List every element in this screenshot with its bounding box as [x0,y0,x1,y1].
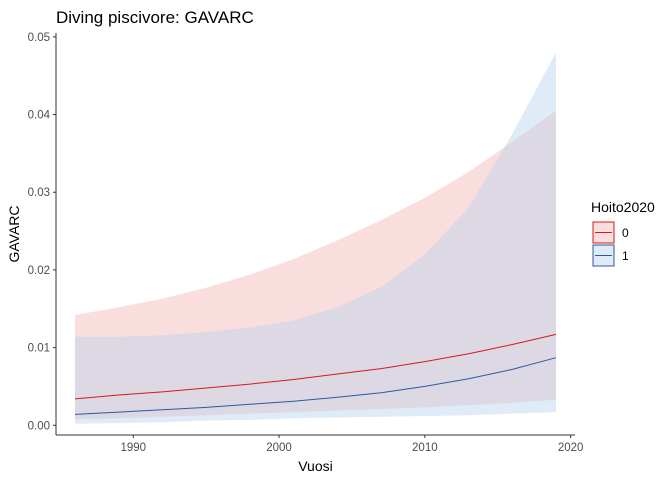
legend: Hoito2020 01 [591,199,655,267]
x-tick-label: 2010 [412,442,438,454]
line-series-0 [74,333,557,400]
y-tick-label: 0.04 [28,110,51,122]
y-tick-label: 0.02 [28,265,50,277]
y-tick-label: 0.03 [28,187,50,199]
chart-title: Diving piscivore: GAVARC [56,8,254,27]
line-series-1 [74,357,557,415]
y-tick-label: 0.01 [28,343,50,355]
y-tick-label: 0.05 [28,32,50,44]
x-tick-label: 2020 [558,442,584,454]
legend-label-1: 1 [622,249,629,263]
legend-title: Hoito2020 [591,199,655,215]
x-ticks: 1990 2000 2010 2020 [120,435,583,454]
confidence-band-series-1 [75,52,556,424]
y-axis-title: GAVARC [6,205,22,262]
series-lines [74,333,557,415]
legend-entries: 01 [592,221,629,267]
x-axis-title: Vuosi [298,458,333,474]
confidence-band-series-0 [75,110,556,420]
legend-label-0: 0 [622,226,629,240]
x-tick-label: 2000 [266,442,292,454]
y-tick-label: 0.00 [28,420,50,432]
x-tick-label: 1990 [120,442,146,454]
y-ticks: 0.00 0.01 0.02 0.03 0.04 0.05 [28,32,56,432]
confidence-bands [75,52,556,424]
